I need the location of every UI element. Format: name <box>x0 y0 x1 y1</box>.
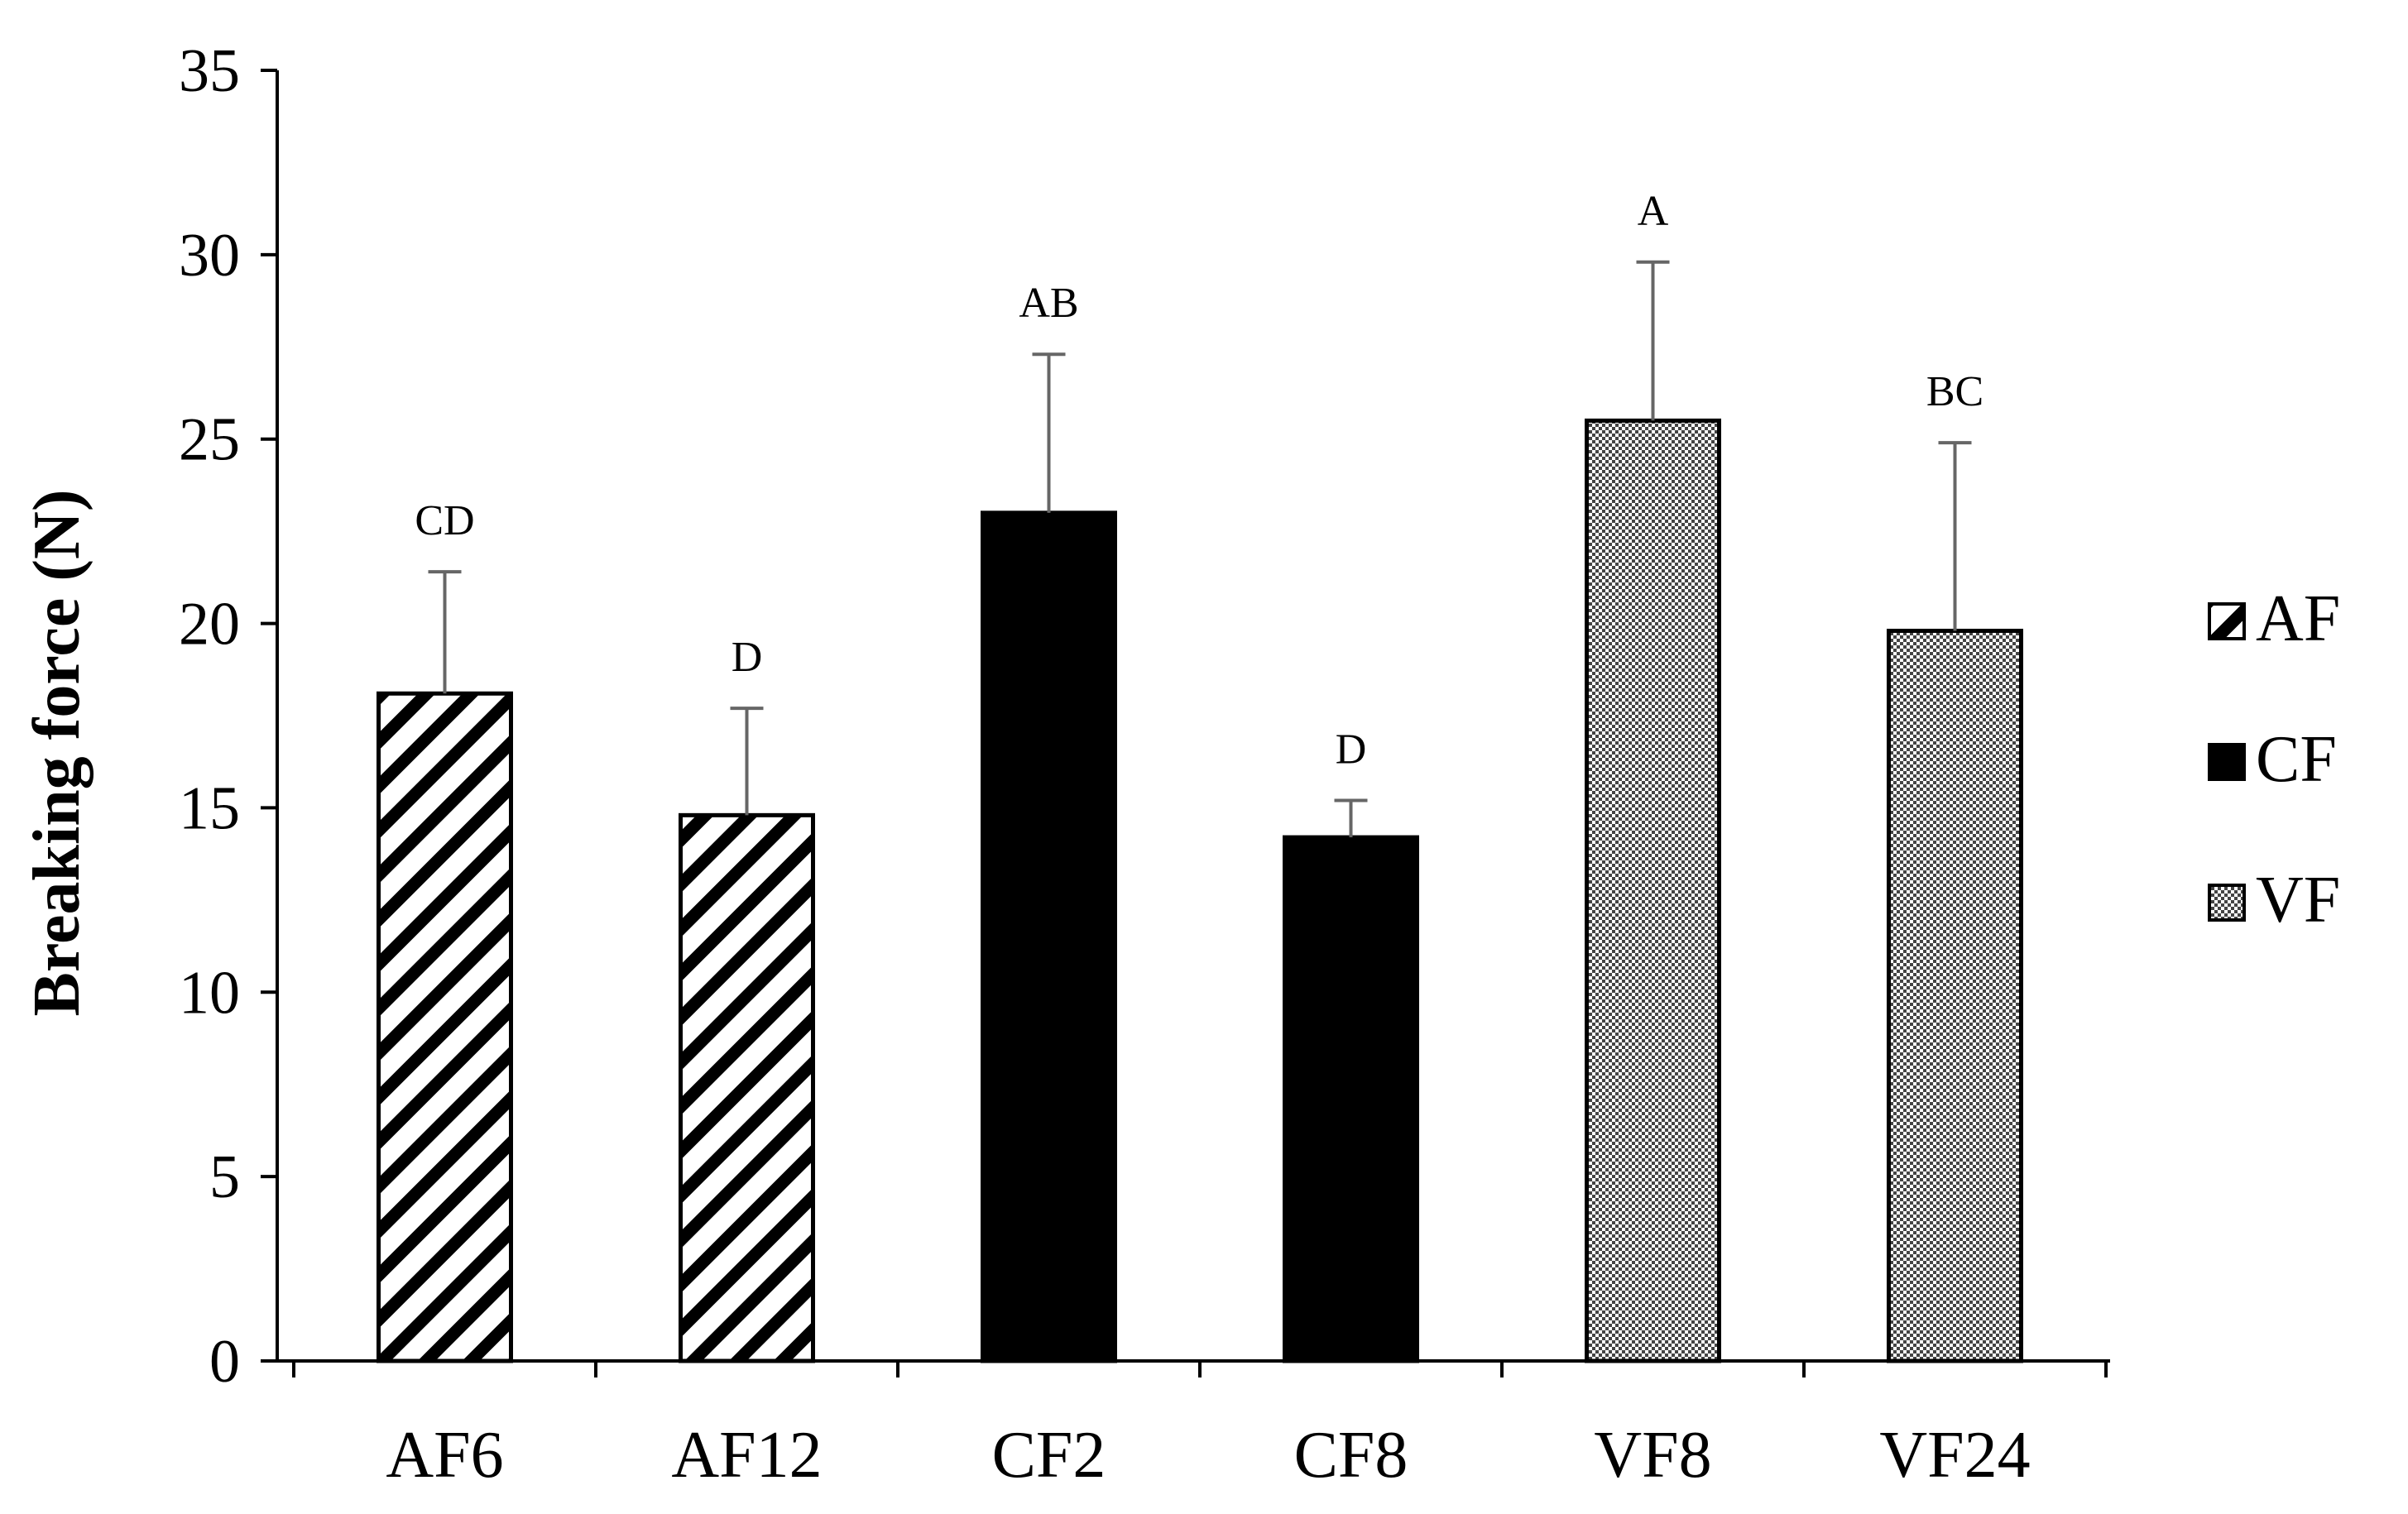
plot-area: 0 5 10 15 20 25 30 35 CD AF6 D AF12 AB CF2 D CF8 A VF8 BC V… <box>179 37 2110 1492</box>
legend-label-cf: CF <box>2256 723 2337 796</box>
bar-vf8 <box>1585 418 1721 1363</box>
significance-label: D <box>732 634 763 681</box>
x-tick-label: AF6 <box>386 1419 503 1492</box>
bar-cf2 <box>981 510 1117 1363</box>
bar-af6 <box>377 691 513 1363</box>
bar-vf24 <box>1887 628 2023 1363</box>
y-tick-label: 10 <box>179 959 240 1027</box>
legend-swatch-af <box>2208 602 2246 640</box>
bar-af12 <box>679 812 815 1363</box>
significance-label: A <box>1638 188 1669 235</box>
y-tick-label: 5 <box>209 1143 240 1211</box>
legend-swatch-vf <box>2208 884 2246 922</box>
significance-label: BC <box>1926 368 1983 415</box>
x-tick-label: AF12 <box>671 1419 822 1492</box>
y-tick-label: 15 <box>179 774 240 842</box>
y-tick-label: 0 <box>209 1328 240 1396</box>
y-tick-label: 30 <box>179 222 240 290</box>
legend-swatch-cf <box>2208 743 2246 781</box>
significance-label: AB <box>1019 280 1078 327</box>
significance-label: D <box>1336 726 1367 774</box>
y-axis-label: Breaking force (N) <box>21 490 94 1017</box>
x-tick-label: CF2 <box>992 1419 1106 1492</box>
y-tick-label: 20 <box>179 591 240 659</box>
legend: AF CF VF <box>2208 582 2340 937</box>
legend-label-vf: VF <box>2256 864 2340 937</box>
x-tick-label: VF8 <box>1594 1419 1711 1492</box>
x-tick-label: VF24 <box>1879 1419 2030 1492</box>
x-tick-label: CF8 <box>1294 1419 1408 1492</box>
y-tick-label: 35 <box>179 37 240 105</box>
y-tick-label: 25 <box>179 406 240 474</box>
significance-label: CD <box>415 497 474 544</box>
bar-cf8 <box>1283 835 1419 1363</box>
legend-label-af: AF <box>2256 582 2340 655</box>
